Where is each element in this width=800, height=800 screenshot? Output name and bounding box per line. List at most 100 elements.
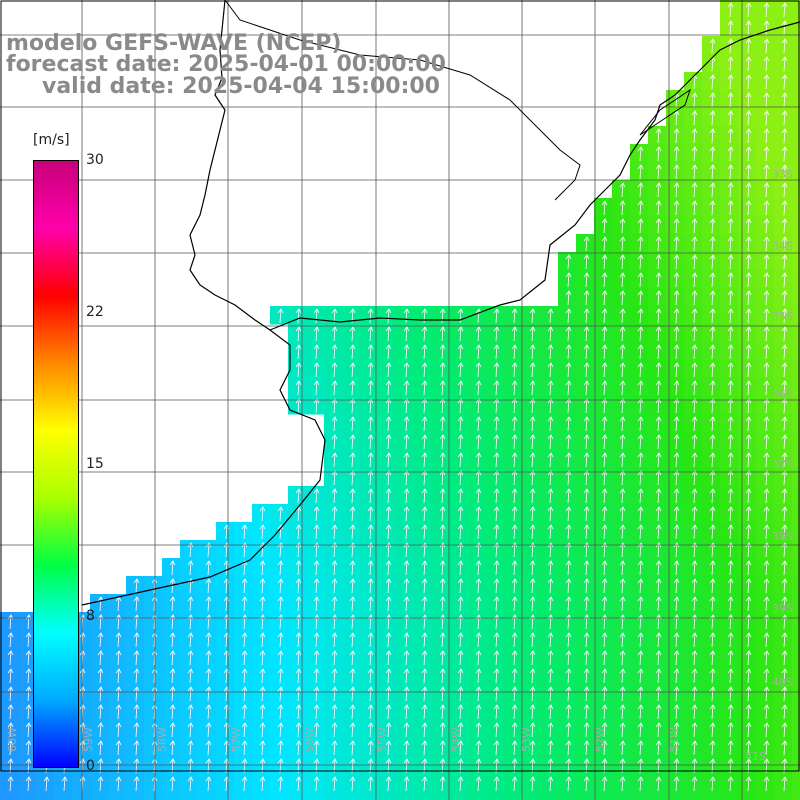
field-cell	[522, 630, 541, 649]
field-cell	[594, 450, 613, 469]
field-cell	[648, 306, 667, 325]
wind-arrow	[277, 686, 284, 702]
wind-arrow	[655, 398, 662, 414]
field-cell	[558, 342, 577, 361]
field-cell	[774, 306, 793, 325]
wind-arrow	[763, 38, 770, 54]
field-cell	[684, 432, 703, 451]
field-cell	[432, 648, 451, 667]
wind-arrow	[43, 776, 50, 792]
field-cell	[540, 738, 559, 757]
field-cell	[252, 720, 271, 739]
field-cell	[684, 324, 703, 343]
wind-arrow	[655, 488, 662, 504]
field-cell	[774, 450, 793, 469]
wind-arrow	[331, 398, 338, 414]
wind-arrow	[421, 488, 428, 504]
wind-arrow	[763, 560, 770, 576]
field-cell	[486, 720, 505, 739]
field-cell	[720, 774, 739, 793]
wind-arrow	[457, 488, 464, 504]
wind-arrow	[619, 488, 626, 504]
wind-arrow	[691, 128, 698, 144]
field-cell	[648, 702, 667, 721]
field-cell	[540, 792, 559, 800]
field-cell	[792, 234, 800, 253]
field-cell	[540, 576, 559, 595]
field-cell	[432, 324, 451, 343]
wind-arrow	[601, 578, 608, 594]
wind-arrow	[709, 452, 716, 468]
field-cell	[666, 594, 685, 613]
wind-arrow	[385, 488, 392, 504]
wind-arrow	[61, 776, 68, 792]
wind-arrow	[457, 650, 464, 666]
wind-arrow	[637, 740, 644, 756]
field-cell	[720, 252, 739, 271]
wind-arrow	[547, 272, 554, 288]
field-cell	[360, 396, 379, 415]
field-cell	[270, 576, 289, 595]
wind-arrow	[781, 506, 788, 522]
field-cell	[756, 270, 775, 289]
field-cell	[270, 774, 289, 793]
wind-arrow	[493, 524, 500, 540]
field-cell	[576, 324, 595, 343]
field-cell	[684, 576, 703, 595]
wind-arrow	[655, 506, 662, 522]
field-cell	[522, 360, 541, 379]
wind-arrow	[133, 668, 140, 684]
wind-arrow	[403, 524, 410, 540]
field-cell	[522, 720, 541, 739]
field-cell	[414, 468, 433, 487]
field-cell	[378, 342, 397, 361]
wind-arrow	[601, 560, 608, 576]
wind-arrow	[295, 524, 302, 540]
field-cell	[702, 108, 721, 127]
wind-arrow	[475, 470, 482, 486]
field-cell	[540, 522, 559, 541]
wind-arrow	[277, 704, 284, 720]
field-cell	[270, 738, 289, 757]
field-cell	[774, 720, 793, 739]
field-cell	[396, 396, 415, 415]
wind-arrow	[691, 452, 698, 468]
wind-arrow	[295, 632, 302, 648]
field-cell	[738, 72, 757, 91]
wind-arrow	[781, 128, 788, 144]
field-cell	[180, 648, 199, 667]
field-cell	[666, 558, 685, 577]
field-cell	[576, 270, 595, 289]
wind-arrow	[619, 704, 626, 720]
field-cell	[324, 414, 343, 433]
wind-arrow	[277, 740, 284, 756]
field-cell	[288, 792, 307, 800]
field-cell	[54, 774, 73, 793]
wind-arrow	[403, 488, 410, 504]
field-cell	[540, 774, 559, 793]
colorbar-tick-30: 30	[86, 152, 104, 168]
field-cell	[792, 450, 800, 469]
wind-arrow	[367, 416, 374, 432]
wind-arrow	[205, 632, 212, 648]
wind-arrow	[565, 722, 572, 738]
field-cell	[432, 792, 451, 800]
field-cell	[756, 792, 775, 800]
wind-arrow	[583, 416, 590, 432]
field-cell	[594, 540, 613, 559]
field-cell	[594, 792, 613, 800]
field-cell	[396, 648, 415, 667]
wind-arrow	[709, 398, 716, 414]
field-cell	[702, 540, 721, 559]
wind-arrow	[691, 272, 698, 288]
field-cell	[702, 90, 721, 109]
field-cell	[540, 702, 559, 721]
field-cell	[720, 0, 739, 19]
field-cell	[342, 576, 361, 595]
field-cell	[540, 594, 559, 613]
wind-arrow	[367, 344, 374, 360]
field-cell	[288, 540, 307, 559]
field-cell	[648, 378, 667, 397]
field-cell	[630, 540, 649, 559]
wind-arrow	[547, 596, 554, 612]
